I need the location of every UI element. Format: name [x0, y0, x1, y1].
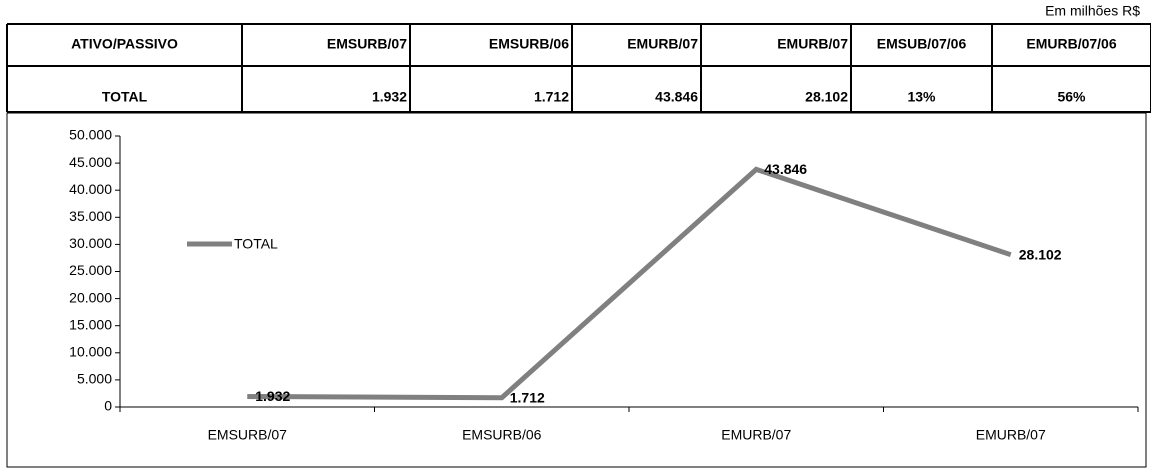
legend-label: TOTAL [234, 236, 278, 252]
data-label: 43.846 [764, 161, 807, 177]
data-label: 1.712 [510, 389, 545, 405]
y-tick-label: 15.000 [69, 316, 112, 332]
table-header: EMSUB/07/06 [877, 36, 967, 52]
y-tick-label: 20.000 [69, 289, 112, 305]
y-tick-label: 25.000 [69, 262, 112, 278]
table-header: EMURB/07/06 [1026, 36, 1116, 52]
x-tick-label: EMURB/07 [721, 427, 791, 443]
table-cell: TOTAL [102, 89, 148, 105]
x-tick-label: EMURB/07 [976, 427, 1046, 443]
table-header: EMSURB/07 [327, 36, 407, 52]
table-cell: 13% [907, 89, 936, 105]
table-cell: 1.712 [534, 89, 569, 105]
table-cell: 28.102 [805, 89, 848, 105]
table-header: ATIVO/PASSIVO [71, 36, 178, 52]
table-cell: 56% [1057, 89, 1086, 105]
y-tick-label: 10.000 [69, 344, 112, 360]
table-header: EMSURB/06 [489, 36, 569, 52]
table-header: EMURB/07 [627, 36, 698, 52]
line-series [247, 166, 1012, 401]
data-label: 1.932 [255, 388, 290, 404]
y-tick-label: 35.000 [69, 208, 112, 224]
y-tick-label: 45.000 [69, 154, 112, 170]
y-tick-label: 5.000 [77, 371, 112, 387]
y-tick-label: 30.000 [69, 235, 112, 251]
table-header: EMURB/07 [777, 36, 848, 52]
table-cell: 43.846 [655, 89, 698, 105]
data-label: 28.102 [1019, 246, 1062, 262]
y-tick-label: 40.000 [69, 181, 112, 197]
y-tick-label: 0 [104, 398, 112, 414]
chart-frame [6, 112, 1147, 468]
x-tick-label: EMSURB/07 [208, 427, 288, 443]
unit-note: Em milhões R$ [1045, 3, 1140, 19]
table-cell: 1.932 [372, 89, 407, 105]
x-tick-label: EMSURB/06 [462, 427, 542, 443]
y-tick-label: 50.000 [69, 127, 112, 143]
